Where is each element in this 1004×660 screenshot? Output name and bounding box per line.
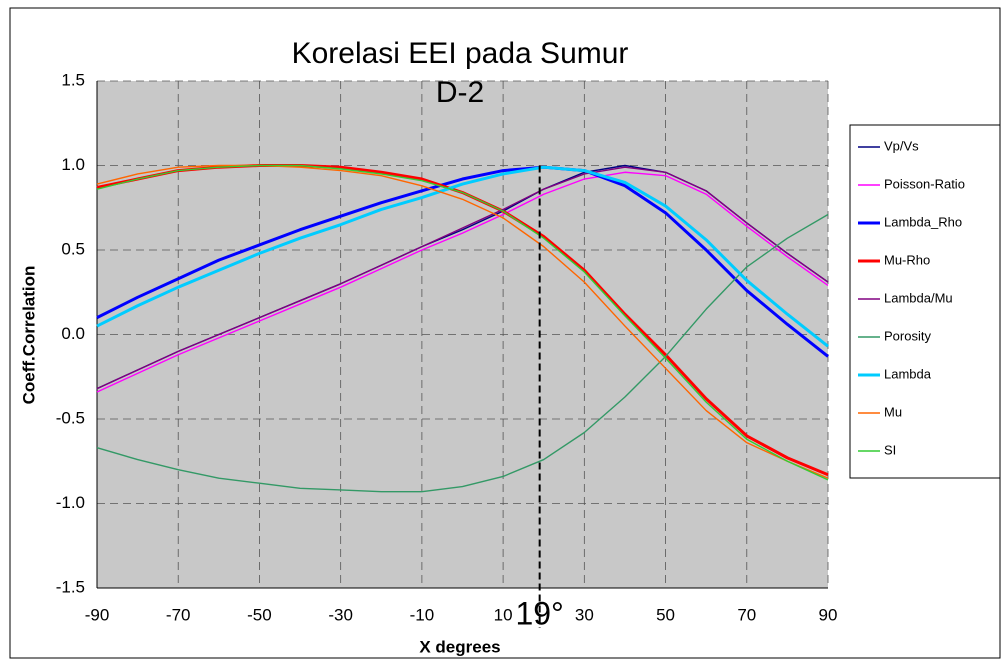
- x-tick-label: 30: [575, 605, 594, 624]
- y-tick-label: 1.5: [61, 70, 85, 89]
- chart: Korelasi EEI pada Sumur D-2 X degrees Co…: [0, 0, 1004, 660]
- legend-label: Porosity: [884, 328, 931, 343]
- y-tick-label: 0.5: [61, 239, 85, 258]
- y-tick-label: -1.5: [56, 577, 85, 596]
- y-tick-label: 1.0: [61, 155, 85, 174]
- x-tick-label: -50: [247, 605, 272, 624]
- annotation-label: 19°: [515, 595, 563, 631]
- x-tick-label: -90: [85, 605, 110, 624]
- x-axis-label: X degrees: [419, 637, 500, 656]
- chart-title: Korelasi EEI pada Sumur: [292, 37, 629, 70]
- legend-label: Lambda/Mu: [884, 290, 953, 305]
- x-tick-label: 90: [819, 605, 838, 624]
- legend-label: Vp/Vs: [884, 138, 919, 153]
- x-tick-label: 70: [737, 605, 756, 624]
- x-tick-label: -70: [166, 605, 191, 624]
- x-tick-label: -30: [328, 605, 353, 624]
- y-tick-label: -0.5: [56, 408, 85, 427]
- x-tick-label: -10: [410, 605, 435, 624]
- y-tick-label: -1.0: [56, 493, 85, 512]
- legend-label: Mu: [884, 404, 902, 419]
- x-tick-label: 10: [494, 605, 513, 624]
- legend-label: Mu-Rho: [884, 252, 930, 267]
- y-axis-label: Coeff.Correlation: [19, 266, 38, 405]
- x-tick-label: 50: [656, 605, 675, 624]
- legend-label: Poisson-Ratio: [884, 176, 965, 191]
- legend-label: Lambda: [884, 366, 932, 381]
- y-tick-label: 0.0: [61, 324, 85, 343]
- legend-label: Lambda_Rho: [884, 214, 962, 229]
- legend-label: SI: [884, 442, 896, 457]
